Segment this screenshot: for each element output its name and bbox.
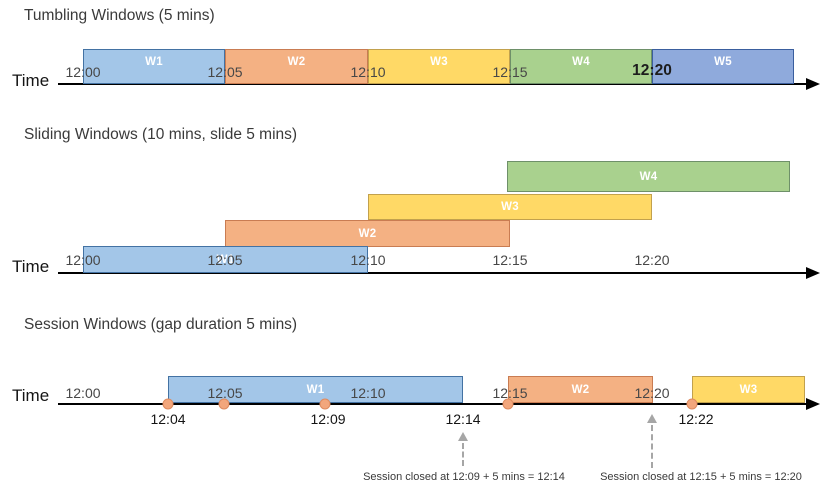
window-label: W3 <box>739 383 758 396</box>
tumbling-time-axis-label: Time <box>12 71 50 90</box>
window-label: W5 <box>714 56 732 68</box>
event-time-label: 12:22 <box>678 411 714 427</box>
tumbling-section-title: Tumbling Windows (5 mins) <box>24 7 215 24</box>
sliding-window-bar-w1: W1 <box>83 246 368 273</box>
tick-label: 12:10 <box>350 252 386 268</box>
window-label: W4 <box>572 56 590 68</box>
session-time-axis-label: Time <box>12 386 50 405</box>
callout-arrow-icon <box>647 414 657 468</box>
callout-arrow-icon <box>458 432 468 466</box>
window-label: W3 <box>430 56 448 68</box>
session-timeline <box>58 403 808 405</box>
window-label: W2 <box>358 227 377 240</box>
tumbling-window-bar-w4: W4 <box>510 49 652 84</box>
sliding-timeline-arrowhead-icon <box>806 267 820 279</box>
event-time-label: 12:14 <box>445 411 481 427</box>
event-time-label: 12:09 <box>310 411 346 427</box>
sliding-section-title: Sliding Windows (10 mins, slide 5 mins) <box>24 126 298 143</box>
event-time-label: 12:04 <box>150 411 186 427</box>
window-label: W1 <box>306 383 325 396</box>
arrow-shaft <box>651 425 653 468</box>
session-closed-callout: Session closed at 12:09 + 5 mins = 12:14 <box>363 471 565 483</box>
sliding-time-axis-label: Time <box>12 257 50 276</box>
window-label: W4 <box>639 170 658 183</box>
tumbling-window-bar-w1: W1 <box>83 49 225 84</box>
tick-label: 12:10 <box>350 385 386 401</box>
session-window-bar-w3: W3 <box>692 376 805 403</box>
window-label: W1 <box>216 253 235 266</box>
tick-label: 12:10 <box>350 64 386 80</box>
event-dot <box>502 398 514 410</box>
sliding-timeline <box>58 272 808 274</box>
sliding-window-bar-w2: W2 <box>225 220 510 247</box>
session-window-bar-w2: W2 <box>508 376 653 403</box>
tick-label: 12:15 <box>492 385 528 401</box>
arrow-shaft <box>462 443 464 466</box>
sliding-window-bar-w4: W4 <box>507 161 790 192</box>
tumbling-timeline-arrowhead-icon <box>806 78 820 90</box>
tick-label: 12:20 <box>632 62 672 79</box>
session-section-title: Session Windows (gap duration 5 mins) <box>24 316 298 333</box>
arrow-head <box>458 432 468 441</box>
tick-label: 12:15 <box>492 64 528 80</box>
event-dot <box>686 398 698 410</box>
tumbling-window-bar-w2: W2 <box>225 49 368 84</box>
session-window-bar-w1: W1 <box>168 376 463 403</box>
window-label: W2 <box>571 383 590 396</box>
window-label: W1 <box>145 56 163 68</box>
sliding-window-bar-w3: W3 <box>368 194 652 220</box>
tick-label: 12:15 <box>492 252 528 268</box>
tick-label: 12:20 <box>634 385 670 401</box>
tick-label: 12:00 <box>65 385 101 401</box>
tick-label: 12:00 <box>65 64 101 80</box>
event-dot <box>218 398 230 410</box>
tumbling-timeline <box>58 83 808 85</box>
event-dot <box>162 398 174 410</box>
window-label: W3 <box>501 201 519 213</box>
session-timeline-arrowhead-icon <box>806 398 820 410</box>
tick-label: 12:05 <box>207 64 243 80</box>
tick-label: 12:05 <box>207 252 243 268</box>
tumbling-window-bar-w5: W5 <box>652 49 794 84</box>
tick-label: 12:00 <box>65 252 101 268</box>
tick-label: 12:20 <box>634 252 670 268</box>
tick-label: 12:05 <box>207 385 243 401</box>
event-dot <box>319 398 331 410</box>
session-closed-callout: Session closed at 12:15 + 5 mins = 12:20 <box>600 471 802 483</box>
tumbling-window-bar-w3: W3 <box>368 49 510 84</box>
arrow-head <box>647 414 657 423</box>
window-label: W2 <box>287 56 306 68</box>
